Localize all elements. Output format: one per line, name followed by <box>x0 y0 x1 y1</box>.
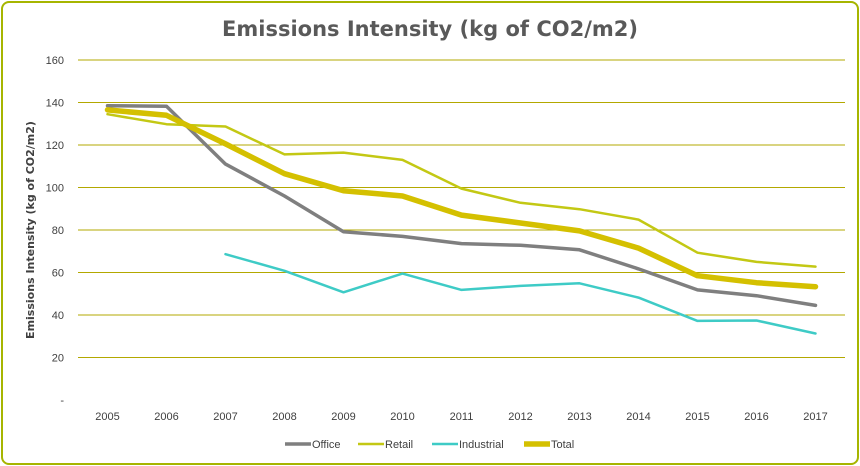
chart-title: Emissions Intensity (kg of CO2/m2) <box>222 17 638 41</box>
series-line-office <box>105 103 818 308</box>
y-tick-label: 100 <box>46 183 64 195</box>
y-axis-ticks: - 20 40 60 80 100 120 140 160 <box>46 55 65 407</box>
legend-label-office: Office <box>312 439 341 451</box>
x-tick-label: 2007 <box>213 411 237 423</box>
legend-label-industrial: Industrial <box>459 439 504 451</box>
series-line-industrial <box>224 252 817 335</box>
y-tick-label: 140 <box>46 98 64 110</box>
gridlines <box>78 59 845 358</box>
x-tick-label: 2011 <box>450 411 474 423</box>
x-tick-label: 2013 <box>567 411 591 423</box>
x-tick-label: 2014 <box>626 411 650 423</box>
legend-label-total: Total <box>551 439 574 451</box>
x-tick-label: 2009 <box>331 411 355 423</box>
x-tick-label: 2017 <box>803 411 827 423</box>
series-line-total <box>104 107 819 290</box>
x-tick-label: 2010 <box>390 411 414 423</box>
y-tick-label: 20 <box>52 353 64 365</box>
legend: Office Retail Industrial Total <box>285 439 574 451</box>
x-tick-label: 2006 <box>154 411 178 423</box>
x-tick-label: 2012 <box>508 411 532 423</box>
x-tick-label: 2008 <box>272 411 296 423</box>
series-lines <box>104 103 819 335</box>
y-tick-label: 120 <box>46 140 64 152</box>
y-tick-label: 40 <box>52 310 64 322</box>
x-tick-label: 2005 <box>95 411 119 423</box>
y-tick-label: 80 <box>52 225 64 237</box>
legend-label-retail: Retail <box>385 439 413 451</box>
x-axis-ticks: 2005 2006 2007 2008 2009 2010 2011 2012 2013 2014… <box>95 411 827 423</box>
y-tick-label: 60 <box>52 268 64 280</box>
y-axis-label: Emissions Intensity (kg of CO2/m2) <box>24 121 37 339</box>
x-tick-label: 2015 <box>685 411 709 423</box>
y-tick-label: 160 <box>46 55 64 67</box>
series-line-retail <box>106 112 817 268</box>
x-tick-label: 2016 <box>744 411 768 423</box>
y-tick-label: - <box>60 395 64 407</box>
